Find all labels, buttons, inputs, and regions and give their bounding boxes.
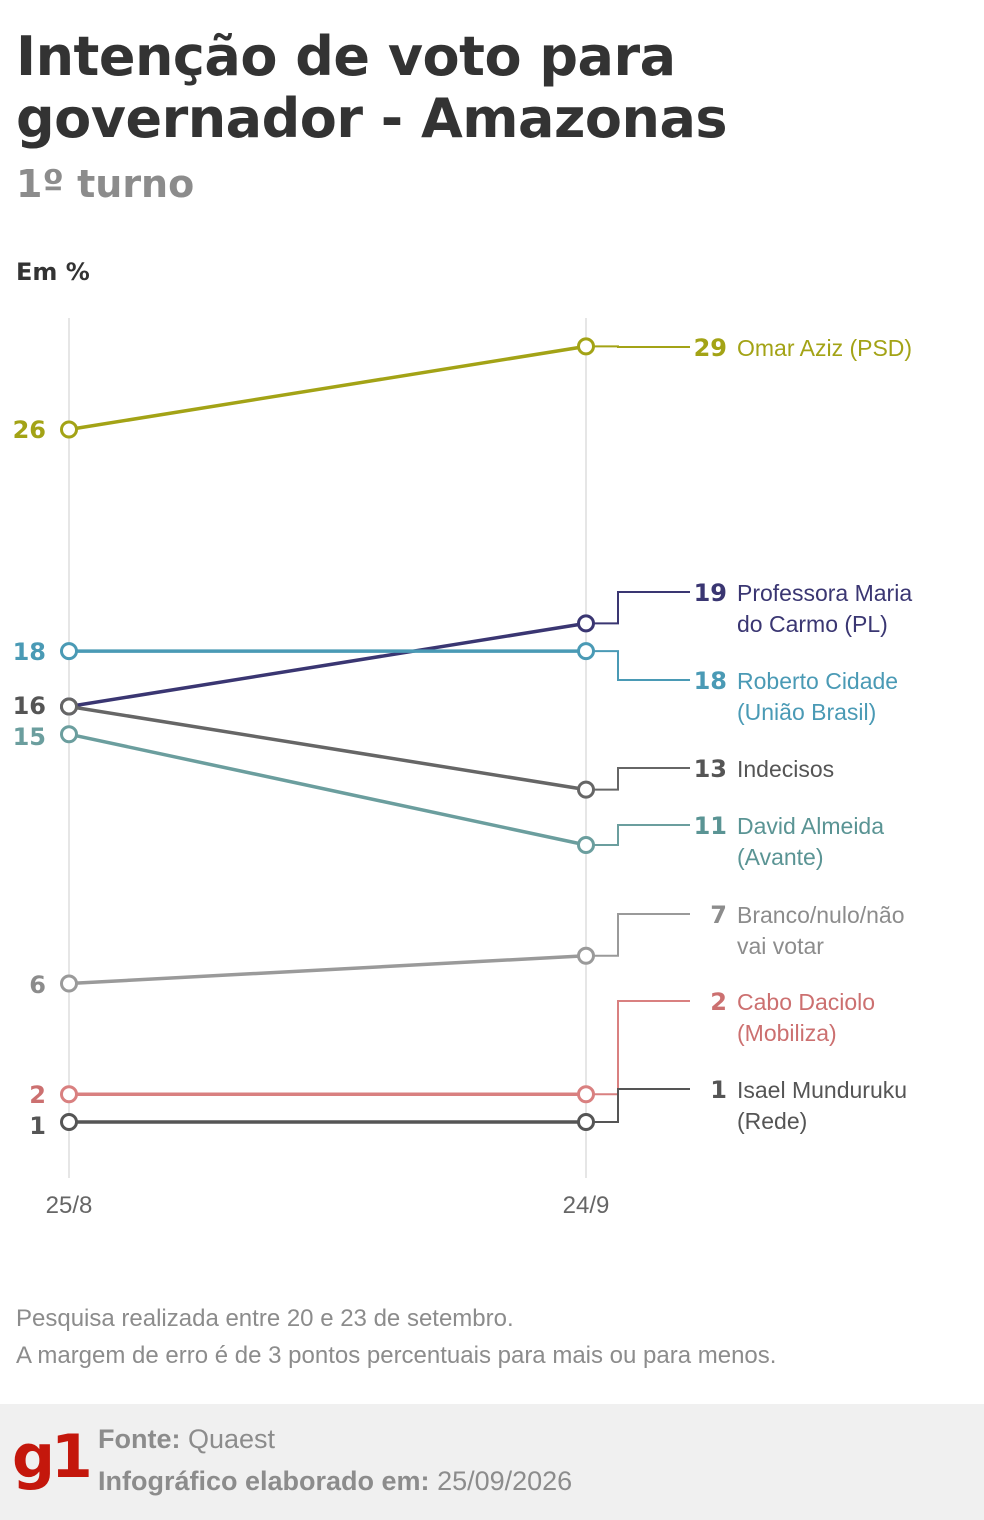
chart-subtitle: 1º turno (16, 162, 195, 206)
data-point-end-professora-maria-do-carmo-pl (577, 614, 595, 633)
label-connector-isael-munduruku-rede (586, 1088, 690, 1123)
series-line-professora-maria-do-carmo-pl (68, 621, 587, 709)
data-point-end-omar-aziz-psd (577, 337, 595, 356)
start-value-label: 16 (13, 692, 46, 720)
series-name-label-cabo-daciolo-mobiliza: (Mobiliza) (737, 1020, 837, 1046)
g1-logo: g1 (12, 1422, 93, 1492)
date-value: 25/09/2026 (437, 1466, 573, 1496)
series-name-label-branco-nulo-nao-vai-votar: vai votar (737, 933, 824, 959)
label-connector-david-almeida-avante (586, 824, 690, 846)
data-point-start-branco-nulo-nao-vai-votar (60, 974, 78, 993)
series-name-label-indecisos: Indecisos (737, 756, 834, 782)
end-value-label-cabo-daciolo-mobiliza: 2 (710, 988, 727, 1016)
series-name-label-professora-maria-do-carmo-pl: do Carmo (PL) (737, 611, 888, 637)
end-value-label-professora-maria-do-carmo-pl: 19 (694, 579, 727, 607)
source-label: Fonte: (98, 1424, 181, 1454)
label-connector-roberto-cidade-uniao-brasil (586, 650, 690, 681)
data-point-end-branco-nulo-nao-vai-votar (577, 946, 595, 965)
series-name-label-cabo-daciolo-mobiliza: Cabo Daciolo (737, 989, 875, 1015)
date-line: Infográfico elaborado em: 25/09/2026 (98, 1466, 572, 1497)
data-point-start-indecisos (60, 697, 78, 716)
series-name-label-david-almeida-avante: (Avante) (737, 844, 824, 870)
label-connector-omar-aziz-psd (586, 345, 690, 348)
series-line-omar-aziz-psd (68, 344, 587, 432)
series-line-branco-nulo-nao-vai-votar (68, 954, 587, 986)
label-connector-cabo-daciolo-mobiliza (586, 1000, 690, 1096)
unit-label: Em % (16, 258, 90, 286)
source-line: Fonte: Quaest (98, 1424, 275, 1455)
data-point-end-david-almeida-avante (577, 836, 595, 854)
end-value-label-isael-munduruku-rede: 1 (710, 1076, 727, 1104)
label-connector-branco-nulo-nao-vai-votar (586, 913, 690, 957)
line-chart: 25/8 24/9 29 Omar Aziz (PSD) 19 Professora Ma… (13, 318, 912, 1219)
chart-title: Intenção de voto para governador - Amazo… (16, 25, 728, 150)
x-tick-label: 25/8 (46, 1192, 93, 1219)
data-point-start-isael-munduruku-rede (60, 1113, 78, 1131)
label-connector-indecisos (586, 767, 690, 791)
label-connector-professora-maria-do-carmo-pl (586, 591, 690, 625)
end-value-label-branco-nulo-nao-vai-votar: 7 (710, 901, 727, 929)
start-value-label: 6 (29, 971, 46, 999)
data-point-end-isael-munduruku-rede (577, 1113, 595, 1131)
date-label: Infográfico elaborado em: (98, 1466, 430, 1496)
data-point-end-cabo-daciolo-mobiliza (577, 1085, 595, 1104)
data-point-end-roberto-cidade-uniao-brasil (577, 642, 595, 661)
notes: Pesquisa realizada entre 20 e 23 de sete… (16, 1300, 966, 1374)
end-value-label-roberto-cidade-uniao-brasil: 18 (694, 667, 727, 695)
series-name-label-isael-munduruku-rede: (Rede) (737, 1108, 807, 1134)
series-name-label-roberto-cidade-uniao-brasil: Roberto Cidade (737, 668, 898, 694)
start-value-label: 26 (13, 416, 46, 444)
end-value-label-omar-aziz-psd: 29 (694, 334, 727, 362)
data-point-end-indecisos (577, 780, 595, 799)
series-line-indecisos (68, 704, 587, 792)
data-point-start-david-almeida-avante (60, 725, 78, 744)
data-point-start-cabo-daciolo-mobiliza (60, 1085, 78, 1104)
start-value-label: 15 (13, 723, 46, 751)
start-value-label: 1 (29, 1112, 46, 1140)
series-name-label-roberto-cidade-uniao-brasil: (União Brasil) (737, 699, 876, 725)
start-value-label: 2 (29, 1081, 46, 1109)
series-line-david-almeida-avante (68, 732, 587, 847)
series-name-label-branco-nulo-nao-vai-votar: Branco/nulo/não (737, 902, 905, 928)
end-value-label-david-almeida-avante: 11 (694, 812, 727, 840)
series-name-label-david-almeida-avante: David Almeida (737, 813, 884, 839)
note-survey-dates: Pesquisa realizada entre 20 e 23 de sete… (16, 1305, 514, 1332)
x-tick-label: 24/9 (563, 1192, 610, 1219)
note-margin-of-error: A margem de erro é de 3 pontos percentua… (16, 1342, 777, 1369)
end-value-label-indecisos: 13 (694, 755, 727, 783)
start-value-label: 18 (13, 638, 46, 666)
series-name-label-professora-maria-do-carmo-pl: Professora Maria (737, 580, 912, 606)
source-value: Quaest (188, 1424, 276, 1454)
data-point-start-omar-aziz-psd (60, 420, 78, 439)
footer: g1 Fonte: Quaest Infográfico elaborado e… (0, 1404, 984, 1520)
data-point-start-roberto-cidade-uniao-brasil (60, 642, 78, 661)
series-name-label-omar-aziz-psd: Omar Aziz (PSD) (737, 335, 912, 361)
series-name-label-isael-munduruku-rede: Isael Munduruku (737, 1077, 907, 1103)
